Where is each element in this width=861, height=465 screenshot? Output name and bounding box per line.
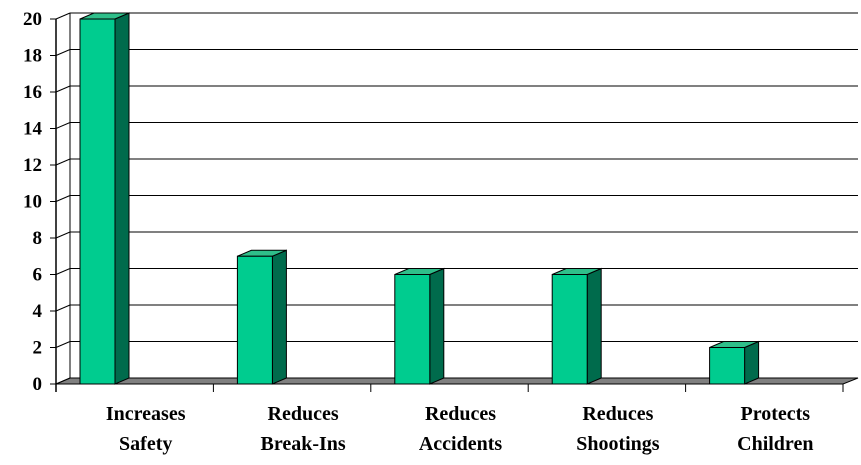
gridline-side <box>55 122 71 129</box>
y-tick-label: 16 <box>23 82 42 103</box>
bar-front <box>709 347 746 385</box>
x-category-label-line: Increases <box>106 403 186 425</box>
y-tick-label: 2 <box>33 338 43 359</box>
gridline-side <box>55 49 71 56</box>
bar <box>709 340 760 385</box>
gridline-side <box>55 85 71 93</box>
y-tick-label: 18 <box>23 46 42 67</box>
bar-front <box>394 274 431 385</box>
bar-front <box>79 18 116 385</box>
bar-side <box>271 249 287 385</box>
x-category-label: Protects Children <box>737 403 813 455</box>
x-category-label-line: Shootings <box>576 433 660 455</box>
bar <box>394 267 445 385</box>
y-tick-label: 14 <box>23 119 43 140</box>
gridline-side <box>55 268 71 275</box>
bar-front <box>551 274 588 385</box>
gridline-side <box>55 377 71 385</box>
gridline-side <box>55 341 71 348</box>
y-tick-label: 10 <box>23 192 42 213</box>
x-category-label: Reduces Break-Ins <box>260 403 345 455</box>
bar-side <box>744 340 760 385</box>
bar-front <box>236 255 273 385</box>
gridline-side <box>55 304 71 312</box>
x-category-label-line: Children <box>737 433 813 455</box>
gridline-side <box>55 12 71 20</box>
x-category-label: Reduces Accidents <box>419 403 503 455</box>
bar <box>236 249 287 385</box>
gridline-side <box>55 195 71 202</box>
y-tick-label: 6 <box>33 265 43 286</box>
bar-side <box>586 267 602 385</box>
x-category-label-line: Reduces <box>425 403 496 425</box>
x-category-label: Reduces Shootings <box>576 403 660 455</box>
gridline-side <box>55 231 71 239</box>
bar-side <box>114 12 130 385</box>
bar <box>551 267 602 385</box>
x-category-label: Increases Safety <box>106 403 186 455</box>
y-tick-label: 0 <box>33 374 43 395</box>
x-category-label-line: Reduces <box>268 403 339 425</box>
x-category-label-line: Reduces <box>582 403 653 425</box>
x-category-label-line: Safety <box>119 433 172 455</box>
bar-side <box>429 267 445 385</box>
bar <box>79 12 130 385</box>
x-category-label-line: Protects <box>741 403 811 425</box>
y-tick-label: 20 <box>23 9 42 30</box>
x-category-label-line: Accidents <box>419 433 503 455</box>
y-tick-label: 12 <box>23 155 42 176</box>
y-tick-label: 4 <box>33 301 43 322</box>
x-category-label-line: Break-Ins <box>260 433 345 455</box>
gridline-side <box>55 158 71 166</box>
y-tick-label: 8 <box>33 228 43 249</box>
